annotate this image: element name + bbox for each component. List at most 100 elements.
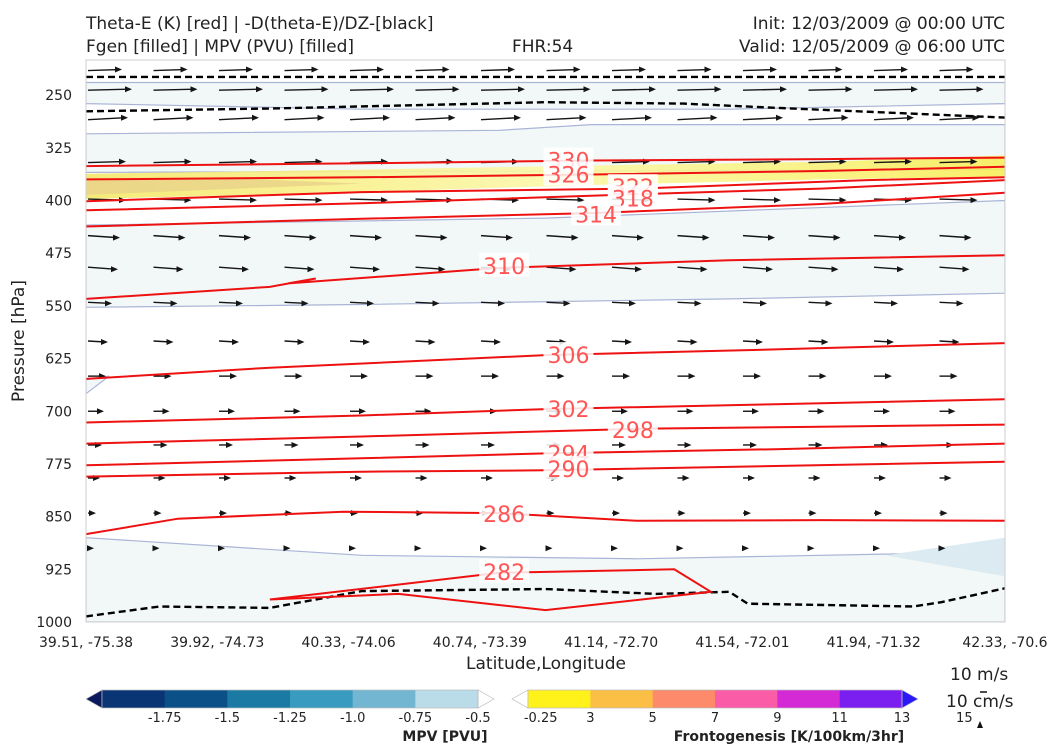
colorbar-extension-high <box>901 689 919 709</box>
vertical-motion-reference-label: 10 cm/s <box>946 692 1014 712</box>
wind-vector <box>742 266 771 270</box>
forecast-hour: FHR:54 <box>512 37 574 57</box>
wind-vector <box>284 88 326 91</box>
wind-vector-head <box>488 441 495 448</box>
y-tick-label: 1000 <box>36 615 72 631</box>
wind-vector <box>87 88 130 91</box>
wind-vector <box>153 68 185 72</box>
wind-vector-head <box>637 234 644 241</box>
wind-vector <box>284 117 322 121</box>
wind-vector <box>480 117 519 121</box>
theta-e-label-282: 282 <box>483 561 525 586</box>
colorbar-tick-label: -0.25 <box>524 711 558 726</box>
colorbar-segment <box>590 690 654 708</box>
wind-vector <box>546 266 574 270</box>
wind-vector-head <box>101 339 108 345</box>
wind-vector-head <box>154 510 162 517</box>
colorbar-tick-label: 9 <box>773 711 781 726</box>
wind-vector-head <box>250 197 257 204</box>
wind-vector-head <box>621 408 628 415</box>
wind-vector-head <box>579 114 587 121</box>
wind-vector <box>742 117 781 121</box>
colorbar-tick-label: -1.75 <box>148 711 182 726</box>
wind-vector <box>873 68 906 72</box>
wind-vector-head <box>105 300 112 307</box>
colorbar-segment <box>715 690 778 708</box>
wind-vector <box>87 234 118 239</box>
wind-vector <box>873 88 916 91</box>
mpv-fill-region <box>86 537 1005 622</box>
frontogenesis-colorbar-title: Frontogenesis [K/100km/3hr] <box>674 729 904 745</box>
y-axis-ticks: 250 325 400 475 550 625 700 775 850 925 1000 <box>36 88 72 631</box>
wind-vector-head <box>760 300 767 307</box>
wind-vector <box>349 88 392 91</box>
wind-vector-head <box>220 510 227 517</box>
wind-vector-head <box>218 545 225 552</box>
wind-vector-head <box>901 66 908 73</box>
wind-vector-head <box>115 66 122 73</box>
y-tick-label: 850 <box>45 510 72 526</box>
wind-vector-head <box>246 66 253 73</box>
wind-vector-head <box>377 66 384 73</box>
wind-vector <box>480 234 511 239</box>
wind-vector-head <box>373 266 380 273</box>
wind-vector-head <box>899 234 906 241</box>
wind-vector-head <box>420 474 428 481</box>
wind-vector-head <box>498 300 505 307</box>
theta-e-label-bg <box>479 559 530 584</box>
wind-vector-head <box>613 510 620 517</box>
wind-vector-head <box>694 300 702 307</box>
theta-e-label-298: 298 <box>612 419 654 444</box>
wind-vector <box>87 160 124 164</box>
wind-vector-head <box>232 339 239 345</box>
wind-vector <box>284 234 314 239</box>
theta-e-label-bg <box>543 396 594 421</box>
wind-vector-head <box>676 545 684 552</box>
colorbar-frame <box>527 689 903 709</box>
wind-vector-head <box>690 339 698 345</box>
wind-vector-head <box>754 373 761 380</box>
wind-vector <box>873 234 904 239</box>
colorbar-tick-label: -0.75 <box>399 711 433 726</box>
wind-vector-head <box>950 373 958 380</box>
wind-vector-head <box>252 114 259 121</box>
wind-vector <box>742 234 773 239</box>
wind-vector-head <box>97 408 104 415</box>
wind-vector <box>480 88 523 91</box>
wind-vector-head <box>178 234 186 241</box>
wind-vector-head <box>383 114 390 121</box>
wind-vector <box>677 160 713 164</box>
wind-vector-head <box>684 441 692 448</box>
wind-vector-head <box>774 197 781 204</box>
wind-vector-head <box>813 474 821 481</box>
wind-vector <box>873 117 912 121</box>
wind-vector-head <box>452 86 460 93</box>
colorbar-segment <box>102 690 166 708</box>
wind-vector-head <box>184 158 192 165</box>
wind-vector-head <box>315 197 323 204</box>
wind-vector-head <box>359 408 366 415</box>
wind-vector <box>349 117 388 121</box>
theta-e-label-286: 286 <box>483 503 525 528</box>
wind-vector-head <box>940 510 948 517</box>
wind-vector-head <box>766 266 773 273</box>
wind-vector <box>808 88 850 91</box>
wind-vector-head <box>964 234 972 241</box>
y-tick-label: 925 <box>45 562 72 578</box>
colorbar-tick-label: 11 <box>831 711 848 726</box>
x-tick-label: 39.92, -74.73 <box>170 635 264 651</box>
y-tick-label: 700 <box>45 404 72 420</box>
wind-vector <box>349 198 386 201</box>
wind-vector <box>546 68 578 72</box>
x-axis-ticks: 39.51, -75.38 39.92, -74.73 40.33, -74.06 4… <box>39 635 1048 651</box>
wind-vector-head <box>236 300 243 307</box>
wind-vector <box>611 266 640 270</box>
wind-vector <box>349 68 382 72</box>
wind-vector-head <box>547 510 555 517</box>
wind-vector-head <box>289 474 297 481</box>
mpv-colorbar-title: MPV [PVU] <box>402 729 487 745</box>
wind-vector-head <box>768 234 775 241</box>
colorbar-tick-label: -0.5 <box>465 711 490 726</box>
wind-vector-head <box>226 441 233 448</box>
wind-vector <box>218 160 255 164</box>
